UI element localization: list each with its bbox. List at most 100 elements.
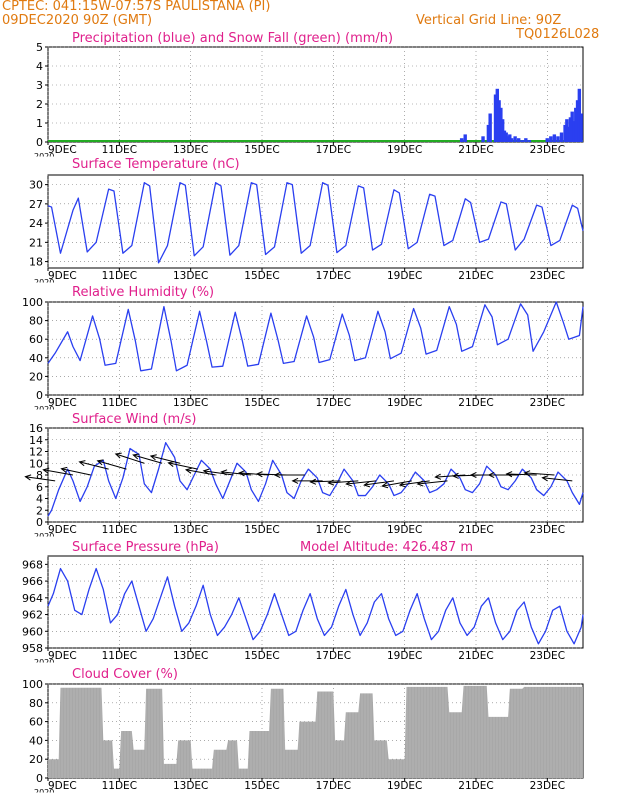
pressure-ytick-label: 960 xyxy=(22,625,43,638)
temp-ytick-label: 30 xyxy=(29,179,43,192)
wind-vector-arrow xyxy=(43,469,74,476)
rh-ytick-label: 80 xyxy=(29,315,43,328)
wind-vector-arrow xyxy=(97,460,127,470)
precip-bar xyxy=(459,138,464,142)
pressure-ytick-label: 968 xyxy=(22,558,43,571)
header-grid-note: Vertical Grid Line: 90Z xyxy=(416,13,562,28)
precip-bar xyxy=(504,132,508,142)
pressure-title: Surface Pressure (hPa) xyxy=(72,540,219,555)
wind-xtick-label: 17DEC xyxy=(316,524,351,536)
temp-xtick-label: 15DEC xyxy=(244,270,279,282)
wind-vector-arrow xyxy=(25,476,56,482)
rh-xtick-label: 9DEC xyxy=(48,397,77,409)
wind-vector-arrowhead xyxy=(398,481,406,488)
wind-vector-arrow xyxy=(115,453,145,464)
wind-vector-arrowhead xyxy=(184,467,192,474)
pressure-year-fragment: 2020 xyxy=(34,658,54,667)
rh-ytick-label: 60 xyxy=(29,333,43,346)
precip-bar xyxy=(495,88,499,142)
wind-vector-arrowhead xyxy=(167,460,175,467)
cloud-xtick-label: 23DEC xyxy=(530,780,565,792)
wind-ytick-label: 10 xyxy=(29,457,43,470)
pressure-ytick-label: 966 xyxy=(22,575,43,588)
pressure-xtick-label: 19DEC xyxy=(387,650,422,662)
wind-vector-arrow xyxy=(203,470,234,476)
cloud-xtick-label: 11DEC xyxy=(102,780,137,792)
wind-vector-arrowhead xyxy=(541,475,549,482)
precip-bar xyxy=(577,88,582,142)
rh-xtick-label: 19DEC xyxy=(387,397,422,409)
wind-ytick-label: 6 xyxy=(36,481,43,494)
wind-vector-arrow xyxy=(506,473,537,476)
wind-vector-arrow xyxy=(346,480,377,485)
wind-vector-arrowhead xyxy=(42,467,50,474)
cloud-xtick-label: 21DEC xyxy=(458,780,493,792)
wind-vector-arrow xyxy=(542,477,573,482)
precip-bar xyxy=(481,136,485,142)
precip-ytick-label: 2 xyxy=(36,98,43,111)
wind-xtick-label: 13DEC xyxy=(173,524,208,536)
precip-xtick-label: 21DEC xyxy=(458,144,493,156)
precip-bar xyxy=(506,136,510,142)
wind-vector-arrow xyxy=(221,471,252,476)
wind-vector-arrowhead xyxy=(345,480,353,487)
wind-vector-arrowhead xyxy=(309,478,317,485)
precip-title: Precipitation (blue) and Snow Fall (gree… xyxy=(72,31,393,46)
rh-ytick-label: 20 xyxy=(29,370,43,383)
precip-bar xyxy=(524,138,528,142)
wind-vector-arrowhead xyxy=(202,468,210,475)
wind-vector-arrow xyxy=(328,480,359,484)
pressure-ytick-label: 964 xyxy=(22,592,43,605)
precip-bar xyxy=(568,117,573,142)
temp-ytick-label: 24 xyxy=(29,217,43,230)
cloud-xtick-label: 15DEC xyxy=(244,780,279,792)
wind-ytick-label: 12 xyxy=(29,446,43,459)
precip-bar xyxy=(517,138,521,142)
wind-vector-arrowhead xyxy=(238,470,245,477)
temp-ytick-label: 18 xyxy=(29,256,43,269)
precip-bar xyxy=(486,124,491,142)
rh-xtick-label: 17DEC xyxy=(316,397,351,409)
header-date-line: 09DEC2020 90Z (GMT) xyxy=(2,13,153,28)
rh-ytick-label: 40 xyxy=(29,352,43,365)
cloud-title: Cloud Cover (%) xyxy=(72,667,178,682)
precip-ytick-label: 0 xyxy=(36,136,43,149)
precip-bar xyxy=(565,119,569,142)
wind-title: Surface Wind (m/s) xyxy=(72,412,196,427)
cloud-ytick-label: 60 xyxy=(29,716,43,729)
wind-vector-arrow xyxy=(61,468,91,476)
temp-xtick-label: 19DEC xyxy=(387,270,422,282)
precip-bar xyxy=(549,136,553,142)
temp-ytick-label: 27 xyxy=(29,198,43,211)
wind-vector-arrow xyxy=(364,480,395,486)
wind-xtick-label: 21DEC xyxy=(458,524,493,536)
temp-xtick-label: 9DEC xyxy=(48,270,77,282)
wind-vector-arrow xyxy=(79,461,109,470)
wind-vector-arrowhead xyxy=(96,459,104,466)
wind-ytick-label: 16 xyxy=(29,422,43,435)
cloud-xtick-label: 19DEC xyxy=(387,780,422,792)
precip-bar xyxy=(579,113,583,142)
wind-vector-arrow xyxy=(399,480,430,486)
precip-xtick-label: 13DEC xyxy=(173,144,208,156)
pressure-xtick-label: 9DEC xyxy=(48,650,77,662)
wind-ytick-label: 4 xyxy=(36,493,43,506)
rh-series-line xyxy=(47,301,584,372)
rh-xtick-label: 11DEC xyxy=(102,397,137,409)
temp-ytick-label: 21 xyxy=(29,236,43,249)
wind-vector-arrowhead xyxy=(487,471,495,479)
wind-vector-arrowhead xyxy=(114,452,122,459)
precip-bar xyxy=(545,138,549,142)
pressure-series-line xyxy=(47,567,584,645)
precip-bar xyxy=(508,134,512,142)
wind-vector-arrowhead xyxy=(523,470,531,477)
precip-ytick-label: 3 xyxy=(36,79,43,92)
wind-vector-arrowhead xyxy=(132,453,140,460)
cloud-ytick-label: 100 xyxy=(22,678,43,691)
precip-bar xyxy=(574,107,578,142)
pressure-xtick-label: 15DEC xyxy=(244,650,279,662)
wind-xtick-label: 9DEC xyxy=(48,524,77,536)
temp-xtick-label: 11DEC xyxy=(102,270,137,282)
header-run-id: TQ0126L028 xyxy=(516,27,600,42)
